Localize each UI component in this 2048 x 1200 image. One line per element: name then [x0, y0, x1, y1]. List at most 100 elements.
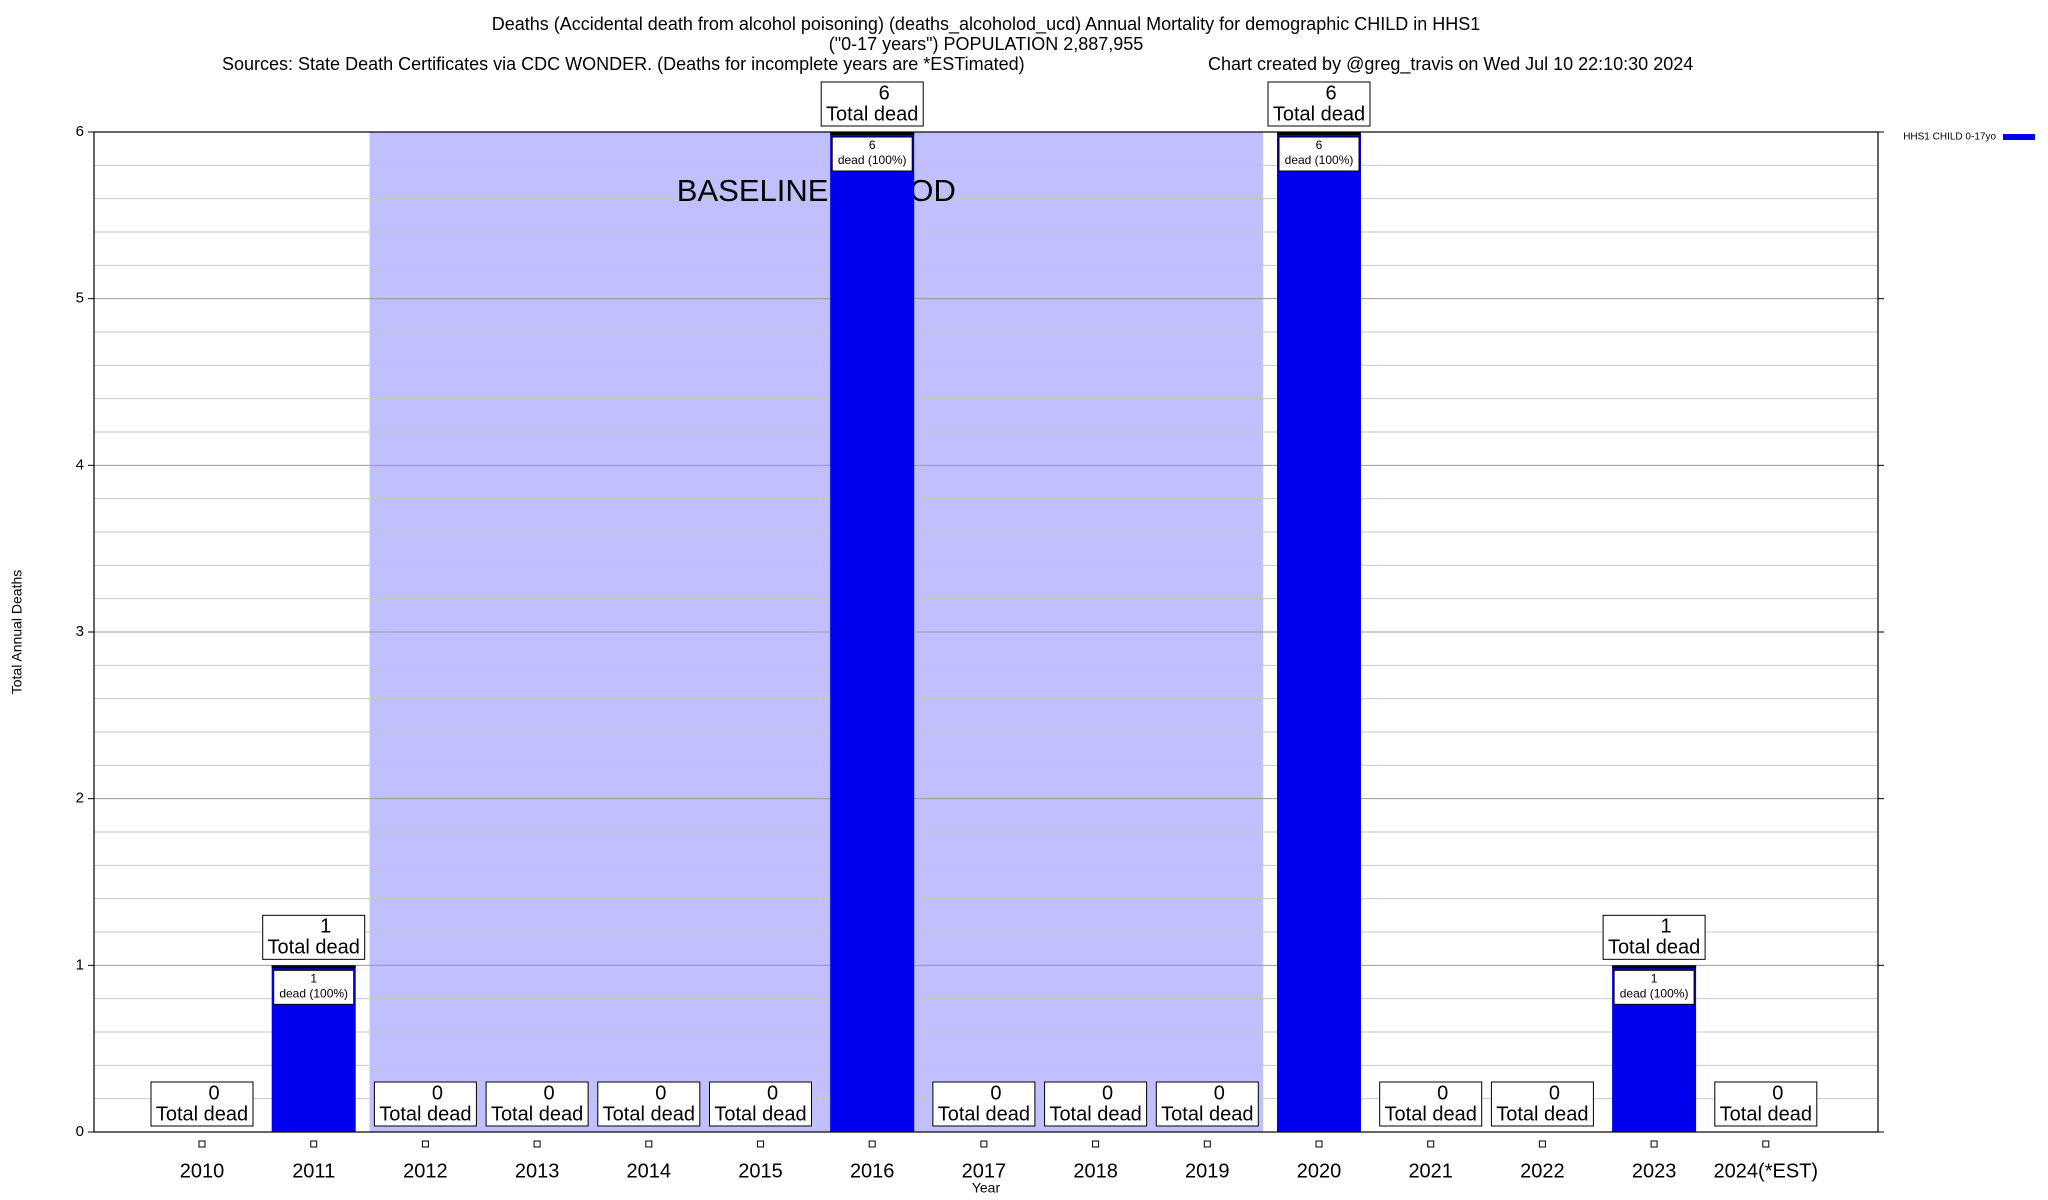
chart-title: Deaths (Accidental death from alcohol po…: [492, 14, 1481, 35]
x-tick-marker: [1203, 1140, 1211, 1148]
y-tick-label: 4: [76, 456, 84, 473]
total-value: 0: [432, 1082, 443, 1104]
total-label: Total dead: [379, 1103, 471, 1125]
x-tick-marker: [1762, 1140, 1770, 1148]
y-tick-label: 0: [76, 1123, 84, 1140]
legend-label: HHS1 CHILD 0-17yo: [1903, 132, 1996, 143]
total-box: [1602, 914, 1706, 960]
sources: Sources: State Death Certificates via CD…: [222, 54, 1025, 74]
y-axis-label: Total Annual Deaths: [9, 570, 25, 695]
bar: [830, 132, 915, 1132]
x-tick-marker: [980, 1140, 988, 1148]
x-tick-label: 2021: [1408, 1160, 1453, 1182]
share-value: 6: [1316, 138, 1323, 152]
total-box: [262, 914, 366, 960]
share-value: 6: [869, 138, 876, 152]
x-tick-label: 2017: [962, 1160, 1007, 1182]
x-tick-marker: [421, 1140, 429, 1148]
total-box: [1044, 1081, 1148, 1127]
x-tick-marker: [1538, 1140, 1546, 1148]
total-label: Total dead: [603, 1103, 695, 1125]
total-value: 0: [990, 1082, 1001, 1104]
share-value: 1: [310, 972, 317, 986]
legend-swatch: [2003, 134, 2035, 140]
total-value: 6: [1325, 82, 1336, 104]
total-value: 0: [767, 1082, 778, 1104]
y-tick-label: 2: [76, 790, 84, 807]
total-box: [373, 1081, 477, 1127]
bar-group: [1277, 132, 1361, 1132]
total-label: Total dead: [156, 1103, 248, 1125]
share-label: dead (100%): [279, 987, 348, 1001]
total-box: [1155, 1081, 1259, 1127]
chart-subtitle: ("0-17 years") POPULATION 2,887,955: [829, 34, 1144, 54]
x-tick-marker: [1092, 1140, 1100, 1148]
total-value: 0: [1549, 1082, 1560, 1104]
bar: [1277, 132, 1361, 1132]
total-box: [150, 1081, 254, 1127]
credit: Chart created by @greg_travis on Wed Jul…: [1208, 54, 1693, 75]
total-value: 0: [1772, 1082, 1783, 1104]
x-tick-label: 2016: [850, 1160, 895, 1182]
x-tick-label: 2022: [1520, 1160, 1565, 1182]
x-tick-label: 2012: [403, 1160, 448, 1182]
x-tick-marker: [1315, 1140, 1323, 1148]
x-tick-label: 2010: [180, 1160, 225, 1182]
plot-frame: [93, 131, 1879, 1133]
total-label: Total dead: [714, 1103, 806, 1125]
total-label: Total dead: [491, 1103, 583, 1125]
total-value: 0: [1214, 1082, 1225, 1104]
x-tick-marker: [868, 1140, 876, 1148]
total-box: [820, 81, 924, 127]
share-box: [831, 136, 913, 172]
total-box: [485, 1081, 589, 1127]
total-label: Total dead: [1496, 1103, 1588, 1125]
x-tick-label: 2018: [1073, 1160, 1118, 1182]
share-box: [1613, 969, 1695, 1005]
total-label: Total dead: [1049, 1103, 1141, 1125]
total-label: Total dead: [1273, 103, 1365, 125]
total-value: 0: [655, 1082, 666, 1104]
total-value: 0: [1437, 1082, 1448, 1104]
total-value: 6: [879, 82, 890, 104]
total-box: [932, 1081, 1036, 1127]
total-label: Total dead: [1720, 1103, 1812, 1125]
x-tick-label: 2019: [1185, 1160, 1230, 1182]
x-tick-label: 2024(*EST): [1714, 1160, 1819, 1182]
x-tick-marker: [533, 1140, 541, 1148]
total-value: 0: [1102, 1082, 1113, 1104]
total-label: Total dead: [1608, 937, 1700, 959]
total-label: Total dead: [1385, 1103, 1477, 1125]
x-tick-marker: [310, 1140, 318, 1148]
total-label: Total dead: [938, 1103, 1030, 1125]
total-box: [1379, 1081, 1483, 1127]
x-tick-label: 2023: [1632, 1160, 1677, 1182]
y-tick-label: 6: [76, 123, 84, 140]
x-tick-marker: [757, 1140, 764, 1148]
share-box: [1278, 136, 1360, 172]
total-value: 1: [320, 916, 331, 938]
bar-group: [830, 132, 915, 1132]
y-tick-label: 5: [76, 290, 84, 307]
total-box: [597, 1081, 701, 1127]
total-value: 1: [1661, 916, 1672, 938]
share-box: [273, 969, 355, 1005]
total-value: 0: [208, 1082, 219, 1104]
x-tick-marker: [1650, 1140, 1658, 1148]
total-box: [1714, 1081, 1818, 1127]
x-tick-marker: [1427, 1140, 1435, 1148]
x-tick-marker: [645, 1140, 653, 1148]
total-label: Total dead: [1161, 1103, 1253, 1125]
share-label: dead (100%): [1285, 153, 1354, 167]
y-tick-label: 3: [76, 623, 84, 640]
total-label: Total dead: [268, 937, 360, 959]
x-tick-marker: [198, 1140, 206, 1148]
total-value: 0: [544, 1082, 555, 1104]
total-box: [1267, 81, 1371, 127]
x-tick-label: 2020: [1297, 1160, 1342, 1182]
share-label: dead (100%): [838, 153, 907, 167]
x-tick-label: 2013: [515, 1160, 560, 1182]
x-tick-label: 2015: [738, 1160, 783, 1182]
total-box: [1490, 1081, 1594, 1127]
